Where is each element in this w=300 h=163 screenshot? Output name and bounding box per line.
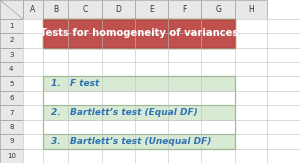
Bar	[43, 120, 235, 134]
Bar	[0, 149, 22, 163]
Text: F: F	[183, 5, 187, 14]
Bar	[0, 120, 22, 134]
Bar	[0, 0, 22, 19]
Bar	[43, 105, 235, 134]
Text: 2.   Bartlett’s test (Equal DF): 2. Bartlett’s test (Equal DF)	[51, 108, 198, 117]
Bar	[0, 19, 22, 33]
Bar	[43, 76, 235, 149]
Bar	[0, 91, 22, 105]
Bar	[0, 134, 22, 149]
Text: A: A	[30, 5, 35, 14]
Bar	[0, 33, 22, 48]
Text: 1: 1	[9, 23, 14, 29]
Bar	[135, 0, 168, 19]
Text: B: B	[53, 5, 58, 14]
Text: 6: 6	[9, 95, 14, 101]
Bar	[22, 0, 43, 19]
Bar	[235, 0, 267, 19]
Text: H: H	[248, 5, 254, 14]
Bar	[168, 0, 202, 19]
Bar	[43, 19, 235, 48]
Text: 5: 5	[9, 81, 14, 87]
Bar	[0, 48, 22, 62]
Text: 9: 9	[9, 138, 14, 144]
Bar	[0, 76, 22, 91]
Text: D: D	[115, 5, 121, 14]
Text: 10: 10	[7, 153, 16, 159]
Bar	[202, 0, 235, 19]
Text: 8: 8	[9, 124, 14, 130]
Text: 2: 2	[9, 37, 14, 43]
Bar	[68, 0, 102, 19]
Bar	[43, 76, 235, 105]
Text: 1.   F test: 1. F test	[51, 79, 99, 88]
Text: E: E	[149, 5, 154, 14]
Text: Tests for homogeneity of variances: Tests for homogeneity of variances	[40, 28, 238, 38]
Bar	[43, 0, 68, 19]
Text: 3.   Bartlett’s test (Unequal DF): 3. Bartlett’s test (Unequal DF)	[51, 137, 211, 146]
Bar	[0, 105, 22, 120]
Bar	[22, 19, 300, 163]
Text: 3: 3	[9, 52, 14, 58]
Text: 7: 7	[9, 110, 14, 116]
Text: 4: 4	[9, 66, 14, 72]
Bar	[43, 134, 235, 149]
Text: G: G	[215, 5, 221, 14]
Bar	[102, 0, 135, 19]
Bar	[0, 62, 22, 76]
Bar	[43, 91, 235, 105]
Text: C: C	[82, 5, 88, 14]
